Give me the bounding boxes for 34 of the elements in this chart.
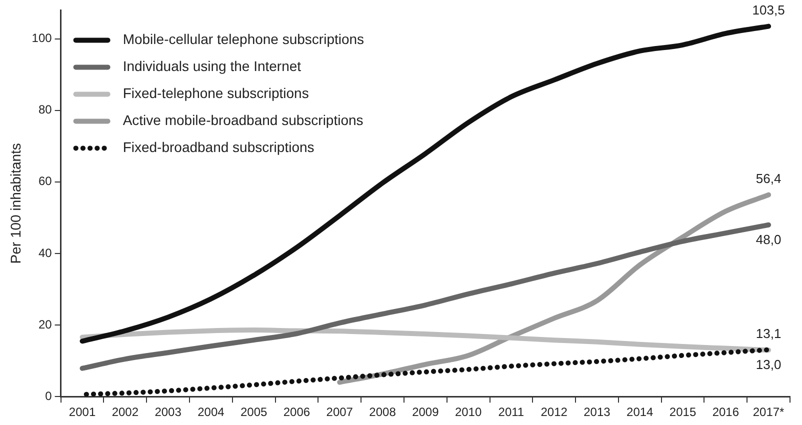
x-tick-label: 2015	[669, 405, 696, 420]
data-label: 13,0	[756, 357, 782, 372]
data-label: 48,0	[756, 232, 782, 247]
legend-label: Active mobile-broadband subscriptions	[122, 112, 364, 128]
x-tick-label: 2004	[198, 405, 225, 420]
x-tick-label: 2003	[154, 405, 182, 420]
data-label: 103,5	[752, 2, 785, 18]
x-tick-label: 2014	[626, 405, 654, 420]
x-tick-label: 2006	[283, 405, 310, 420]
legend-label: Individuals using the Internet	[122, 58, 302, 74]
x-tick-label: 2007	[326, 405, 354, 420]
y-tick-label: 80	[38, 102, 52, 117]
y-tick-label: 100	[32, 31, 52, 46]
y-tick-label: 60	[38, 174, 52, 188]
x-tick-label: 2012	[540, 405, 568, 420]
x-tick-label: 2017*	[752, 405, 785, 420]
legend-label: Fixed-telephone subscriptions	[122, 85, 309, 102]
y-tick-label: 20	[38, 317, 52, 332]
y-tick-label: 40	[38, 246, 52, 260]
legend-label: Mobile-cellular telephone subscriptions	[122, 31, 364, 48]
x-tick-label: 2005	[240, 405, 268, 420]
y-axis-title: Per 100 inhabitants	[7, 143, 24, 264]
x-tick-label: 2008	[369, 405, 396, 420]
x-tick-label: 2013	[584, 405, 611, 420]
data-label: 56,4	[756, 170, 782, 186]
x-tick-label: 2001	[68, 405, 96, 420]
data-label: 13,1	[756, 326, 782, 341]
x-tick-label: 2016	[712, 405, 740, 420]
x-tick-label: 2011	[498, 405, 524, 420]
x-tick-label: 2009	[412, 405, 440, 420]
legend-label: Fixed-broadband subscriptions	[122, 139, 314, 156]
y-tick-label: 0	[45, 388, 52, 403]
x-tick-label: 2002	[112, 405, 139, 420]
x-tick-label: 2010	[454, 405, 482, 420]
